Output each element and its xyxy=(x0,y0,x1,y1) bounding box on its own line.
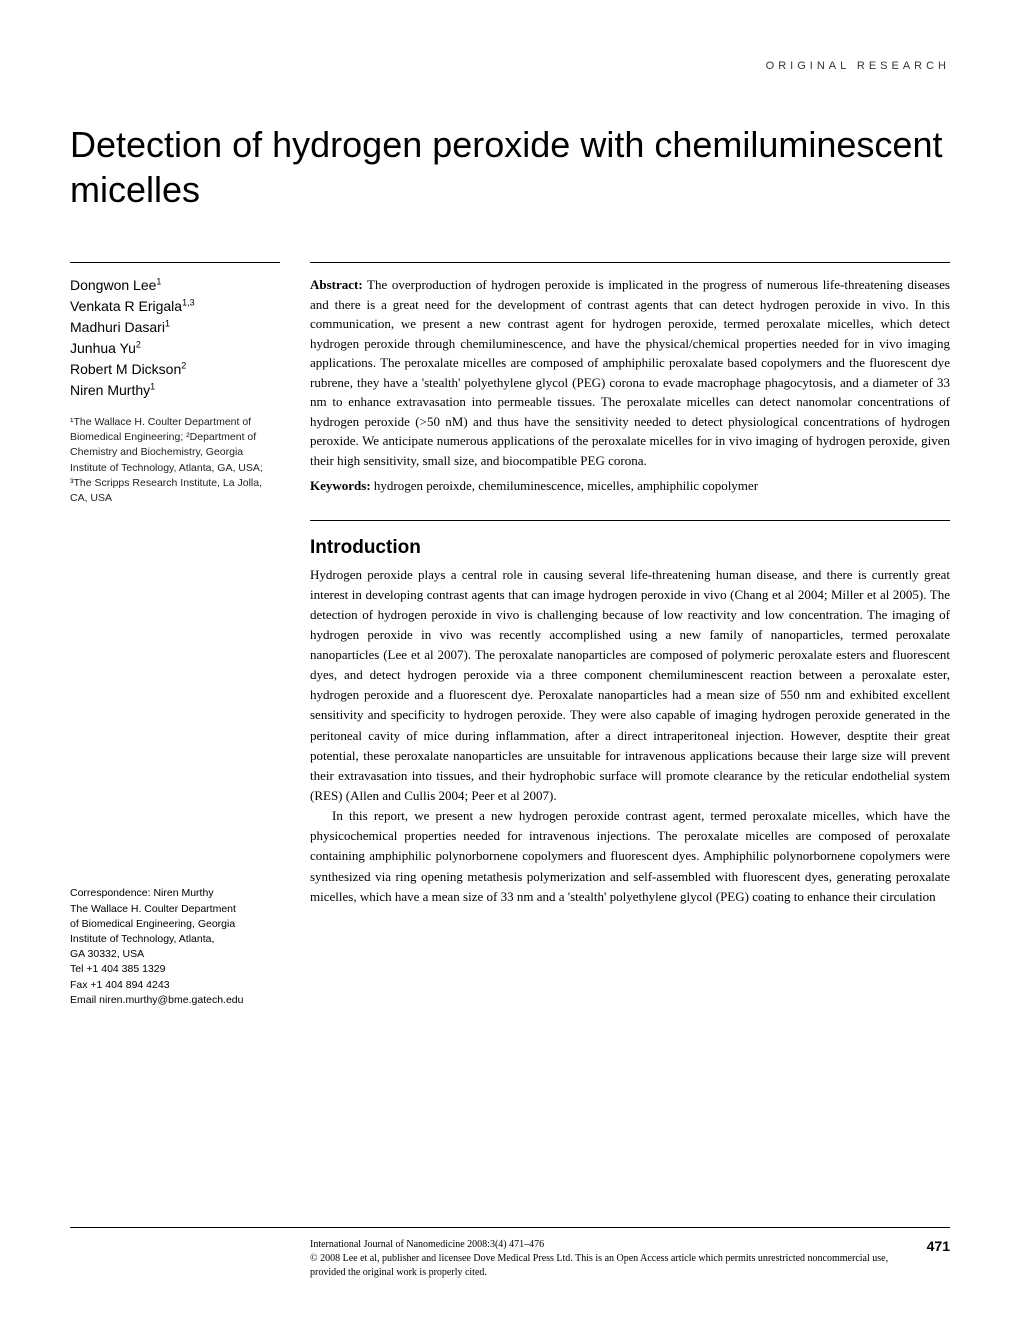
page-footer: International Journal of Nanomedicine 20… xyxy=(70,1227,950,1280)
keywords-label: Keywords: xyxy=(310,478,371,493)
author-line: Dongwon Lee1 xyxy=(70,275,280,296)
author-line: Niren Murthy1 xyxy=(70,380,280,401)
article-title: Detection of hydrogen peroxide with chem… xyxy=(70,122,950,212)
correspondence-line: of Biomedical Engineering, Georgia xyxy=(70,917,280,932)
correspondence-line: Email niren.murthy@bme.gatech.edu xyxy=(70,993,280,1008)
right-column: Abstract: The overproduction of hydrogen… xyxy=(310,262,950,1008)
intro-paragraph: In this report, we present a new hydroge… xyxy=(310,806,950,907)
correspondence-line: GA 30332, USA xyxy=(70,947,280,962)
author-line: Junhua Yu2 xyxy=(70,338,280,359)
article-type-label: ORIGINAL RESEARCH xyxy=(70,60,950,72)
correspondence-line: Fax +1 404 894 4243 xyxy=(70,978,280,993)
authors-block: Dongwon Lee1 Venkata R Erigala1,3 Madhur… xyxy=(70,262,280,401)
left-column: Dongwon Lee1 Venkata R Erigala1,3 Madhur… xyxy=(70,262,280,1008)
page-number: 471 xyxy=(927,1238,950,1254)
abstract-label: Abstract: xyxy=(310,277,363,292)
intro-paragraph: Hydrogen peroxide plays a central role i… xyxy=(310,565,950,807)
abstract: Abstract: The overproduction of hydrogen… xyxy=(310,275,950,470)
correspondence-label: Correspondence: Niren Murthy xyxy=(70,886,280,901)
keywords-text: hydrogen peroixde, chemiluminescence, mi… xyxy=(371,478,758,493)
intro-heading: Introduction xyxy=(310,537,950,559)
author-line: Madhuri Dasari1 xyxy=(70,317,280,338)
journal-citation: International Journal of Nanomedicine 20… xyxy=(310,1238,910,1252)
main-content: Dongwon Lee1 Venkata R Erigala1,3 Madhur… xyxy=(70,262,950,1008)
correspondence-line: Tel +1 404 385 1329 xyxy=(70,962,280,977)
correspondence-line: Institute of Technology, Atlanta, xyxy=(70,932,280,947)
correspondence-block: Correspondence: Niren Murthy The Wallace… xyxy=(70,886,280,1008)
footer-text: International Journal of Nanomedicine 20… xyxy=(310,1238,910,1280)
author-line: Robert M Dickson2 xyxy=(70,359,280,380)
keywords: Keywords: hydrogen peroixde, chemilumine… xyxy=(310,476,950,496)
correspondence-line: The Wallace H. Coulter Department xyxy=(70,902,280,917)
abstract-text: The overproduction of hydrogen peroxide … xyxy=(310,277,950,468)
affiliations: ¹The Wallace H. Coulter Department of Bi… xyxy=(70,415,280,506)
section-divider xyxy=(310,520,950,521)
author-line: Venkata R Erigala1,3 xyxy=(70,296,280,317)
copyright-text: © 2008 Lee et al, publisher and licensee… xyxy=(310,1252,910,1280)
